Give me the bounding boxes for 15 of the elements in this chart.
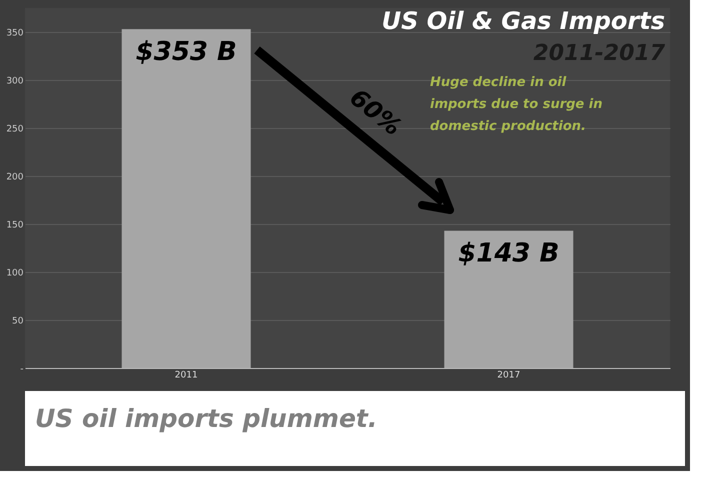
y-tick-label: 50 — [12, 316, 24, 326]
text: US oil imports plummet. — [35, 404, 378, 433]
y-tick-label: 250 — [6, 124, 24, 134]
x-tick-label: 2011 — [174, 370, 198, 380]
y-tick-label: 200 — [6, 172, 24, 182]
y-tick-label: 100 — [6, 268, 24, 278]
y-tick-label: 150 — [6, 220, 24, 230]
y-tick-label: 300 — [6, 76, 24, 86]
annotation: Huge decline in oil imports due to surge in domestic production. — [430, 75, 602, 134]
data-label: $143 B — [458, 238, 560, 269]
chart-title: US Oil & Gas Imports — [382, 7, 665, 35]
y-tick-label: 350 — [6, 28, 24, 38]
data-label: $353 B — [136, 37, 237, 68]
y-tick-label: - — [20, 364, 24, 374]
x-tick-label: 2017 — [497, 370, 520, 380]
